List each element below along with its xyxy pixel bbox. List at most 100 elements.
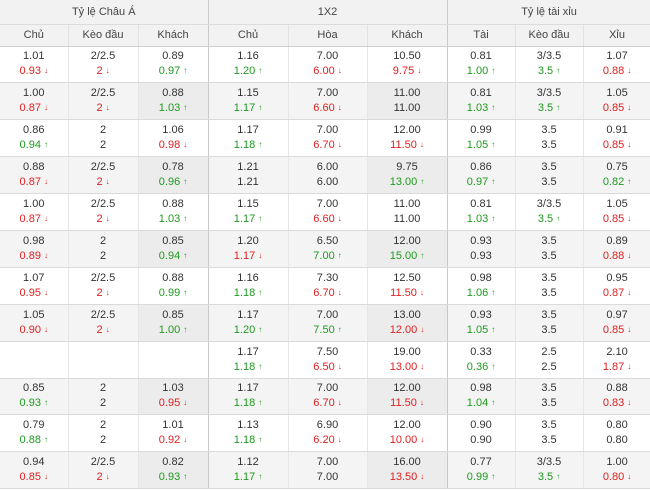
opening-odds: 1.17 [237,124,259,137]
arrow-up-icon: ↑ [43,140,48,150]
cell-asian-away: 0.88 0.99 ↑ [138,267,209,305]
arrow-up-icon: ↑ [491,472,496,482]
current-odds: 6.60 ↓ [289,212,367,227]
current-odds-value: 3.5 [537,102,554,115]
cell-over: 0.77 0.99 ↑ [447,451,516,490]
cell-over: 0.90 0.90 [447,414,516,453]
opening-odds: 0.85 [162,308,184,321]
cell-ou-line: 3/3.5 3.5 ↑ [515,82,584,121]
current-odds: 3.5 ↑ [516,470,583,485]
cell-1x2-draw: 7.00 6.60 ↓ [288,82,368,121]
current-odds-value: 6.70 [313,397,335,410]
current-odds: 1.18 ↑ [209,286,288,301]
arrow-down-icon: ↓ [105,472,110,482]
cell-asian-away: 1.06 0.98 ↓ [138,119,209,158]
current-odds-value: 7.00 [316,471,339,484]
current-odds-value: 1.18 [233,360,256,373]
cell-asian-home: 1.00 0.87 ↓ [0,82,69,121]
arrow-down-icon: ↓ [337,214,342,223]
cell-1x2-draw: 7.00 6.70 ↓ [288,378,368,416]
current-odds-value: 2 [96,286,103,299]
cell-1x2-home: 1.16 1.18 ↑ [208,267,289,305]
current-odds: 0.87 ↓ [0,101,68,116]
current-odds: 0.88 ↓ [584,64,650,79]
current-odds-value: 6.60 [313,102,335,115]
cell-1x2-home: 1.17 1.18 ↑ [208,341,289,379]
current-odds: 0.99 ↑ [139,286,208,301]
arrow-down-icon: ↓ [337,103,342,113]
opening-odds: 0.93 [470,234,492,247]
current-odds-value: 11.50 [390,397,417,410]
opening-odds: 2/2.5 [90,308,116,321]
current-odds: 0.92 ↓ [139,433,208,448]
current-odds: 0.80 ↓ [584,470,650,485]
current-odds: 1.05 ↑ [448,323,515,338]
cell-over: 0.99 1.05 ↑ [447,119,516,158]
opening-odds: 0.95 [606,271,628,284]
current-odds: 1.20 ↑ [209,64,288,79]
opening-odds: 0.81 [470,50,492,63]
current-odds-value: 2 [96,213,103,225]
arrow-down-icon: ↓ [420,472,425,482]
current-odds: 1.03 ↑ [448,101,515,116]
opening-odds: 2/2.5 [90,161,116,174]
opening-odds: 0.33 [470,345,492,358]
opening-odds: 0.93 [470,308,492,321]
current-odds-value: 0.85 [602,213,625,225]
current-odds-value: 0.90 [470,434,492,447]
opening-odds: 1.05 [23,308,45,321]
arrow-down-icon: ↓ [420,361,425,371]
arrow-up-icon: ↑ [258,214,263,223]
current-odds-value: 3.5 [541,323,557,336]
cell-1x2-home: 1.17 1.18 ↑ [208,378,289,416]
current-odds: 2 [69,138,138,153]
current-odds: 1.03 ↑ [139,101,208,116]
current-odds: 1.17 ↓ [209,249,288,264]
opening-odds: 7.00 [316,198,339,210]
opening-odds: 0.99 [470,124,492,137]
current-odds-value: 6.00 [313,65,335,78]
current-odds-value: 2 [96,102,103,115]
table-row: 1.01 0.93 ↓ 2/2.5 2 ↓ 0.89 0.97 ↑ 1.16 1.20 ↑ 7.00 6.… [0,46,650,84]
cell-ou-line: 3/3.5 3.5 ↑ [515,451,584,490]
table-row: 0.88 0.87 ↓ 2/2.5 2 ↓ 0.78 0.96 ↑ 1.21 1.21 6.00 6.0… [0,156,650,195]
opening-odds: 11.00 [393,87,421,100]
current-odds-value: 3.5 [537,65,554,78]
current-odds-value: 0.88 [602,65,625,78]
arrow-up-icon: ↑ [183,66,188,76]
current-odds-value: 13.00 [389,176,418,189]
arrow-down-icon: ↓ [105,103,110,113]
arrow-down-icon: ↓ [43,103,48,113]
table-row: 0.98 0.89 ↓ 2 2 0.85 0.94 ↑ 1.20 1.17 ↓ 6.50 7.00 ↑ 12… [0,230,650,268]
current-odds-value: 0.97 [466,176,489,189]
opening-odds: 0.98 [470,382,492,395]
opening-odds: 0.85 [162,234,184,247]
current-odds-value: 6.20 [313,434,335,447]
current-odds: 0.98 ↓ [139,138,208,153]
current-odds-value: 1.03 [158,102,181,115]
arrow-down-icon: ↓ [420,324,425,334]
opening-odds: 7.00 [316,50,339,63]
arrow-up-icon: ↑ [183,324,188,334]
current-odds: 2 ↓ [69,470,138,485]
cell-over: 0.93 1.05 ↑ [447,304,516,342]
cell-asian-away: 1.01 0.92 ↓ [138,414,209,453]
current-odds-value: 1.21 [237,176,259,189]
current-odds: 2 ↓ [69,212,138,227]
current-odds-value: 10.00 [389,434,418,447]
arrow-up-icon: ↑ [183,472,188,482]
opening-odds: 3.5 [541,124,557,137]
arrow-up-icon: ↑ [258,66,263,76]
opening-odds: 13.00 [393,308,421,321]
current-odds: 7.50 ↑ [289,323,367,338]
arrow-down-icon: ↓ [337,435,342,445]
opening-odds: 0.85 [23,382,45,395]
opening-odds: 1.16 [237,50,259,63]
arrow-down-icon: ↓ [183,398,188,408]
opening-odds: 7.00 [316,124,339,137]
current-odds-value: 1.18 [233,286,256,299]
current-odds-value: 1.20 [233,65,256,78]
current-odds-value: 6.70 [313,286,335,299]
cell-asian-away: 1.03 0.95 ↓ [138,378,209,416]
current-odds-value: 1.03 [466,213,489,225]
